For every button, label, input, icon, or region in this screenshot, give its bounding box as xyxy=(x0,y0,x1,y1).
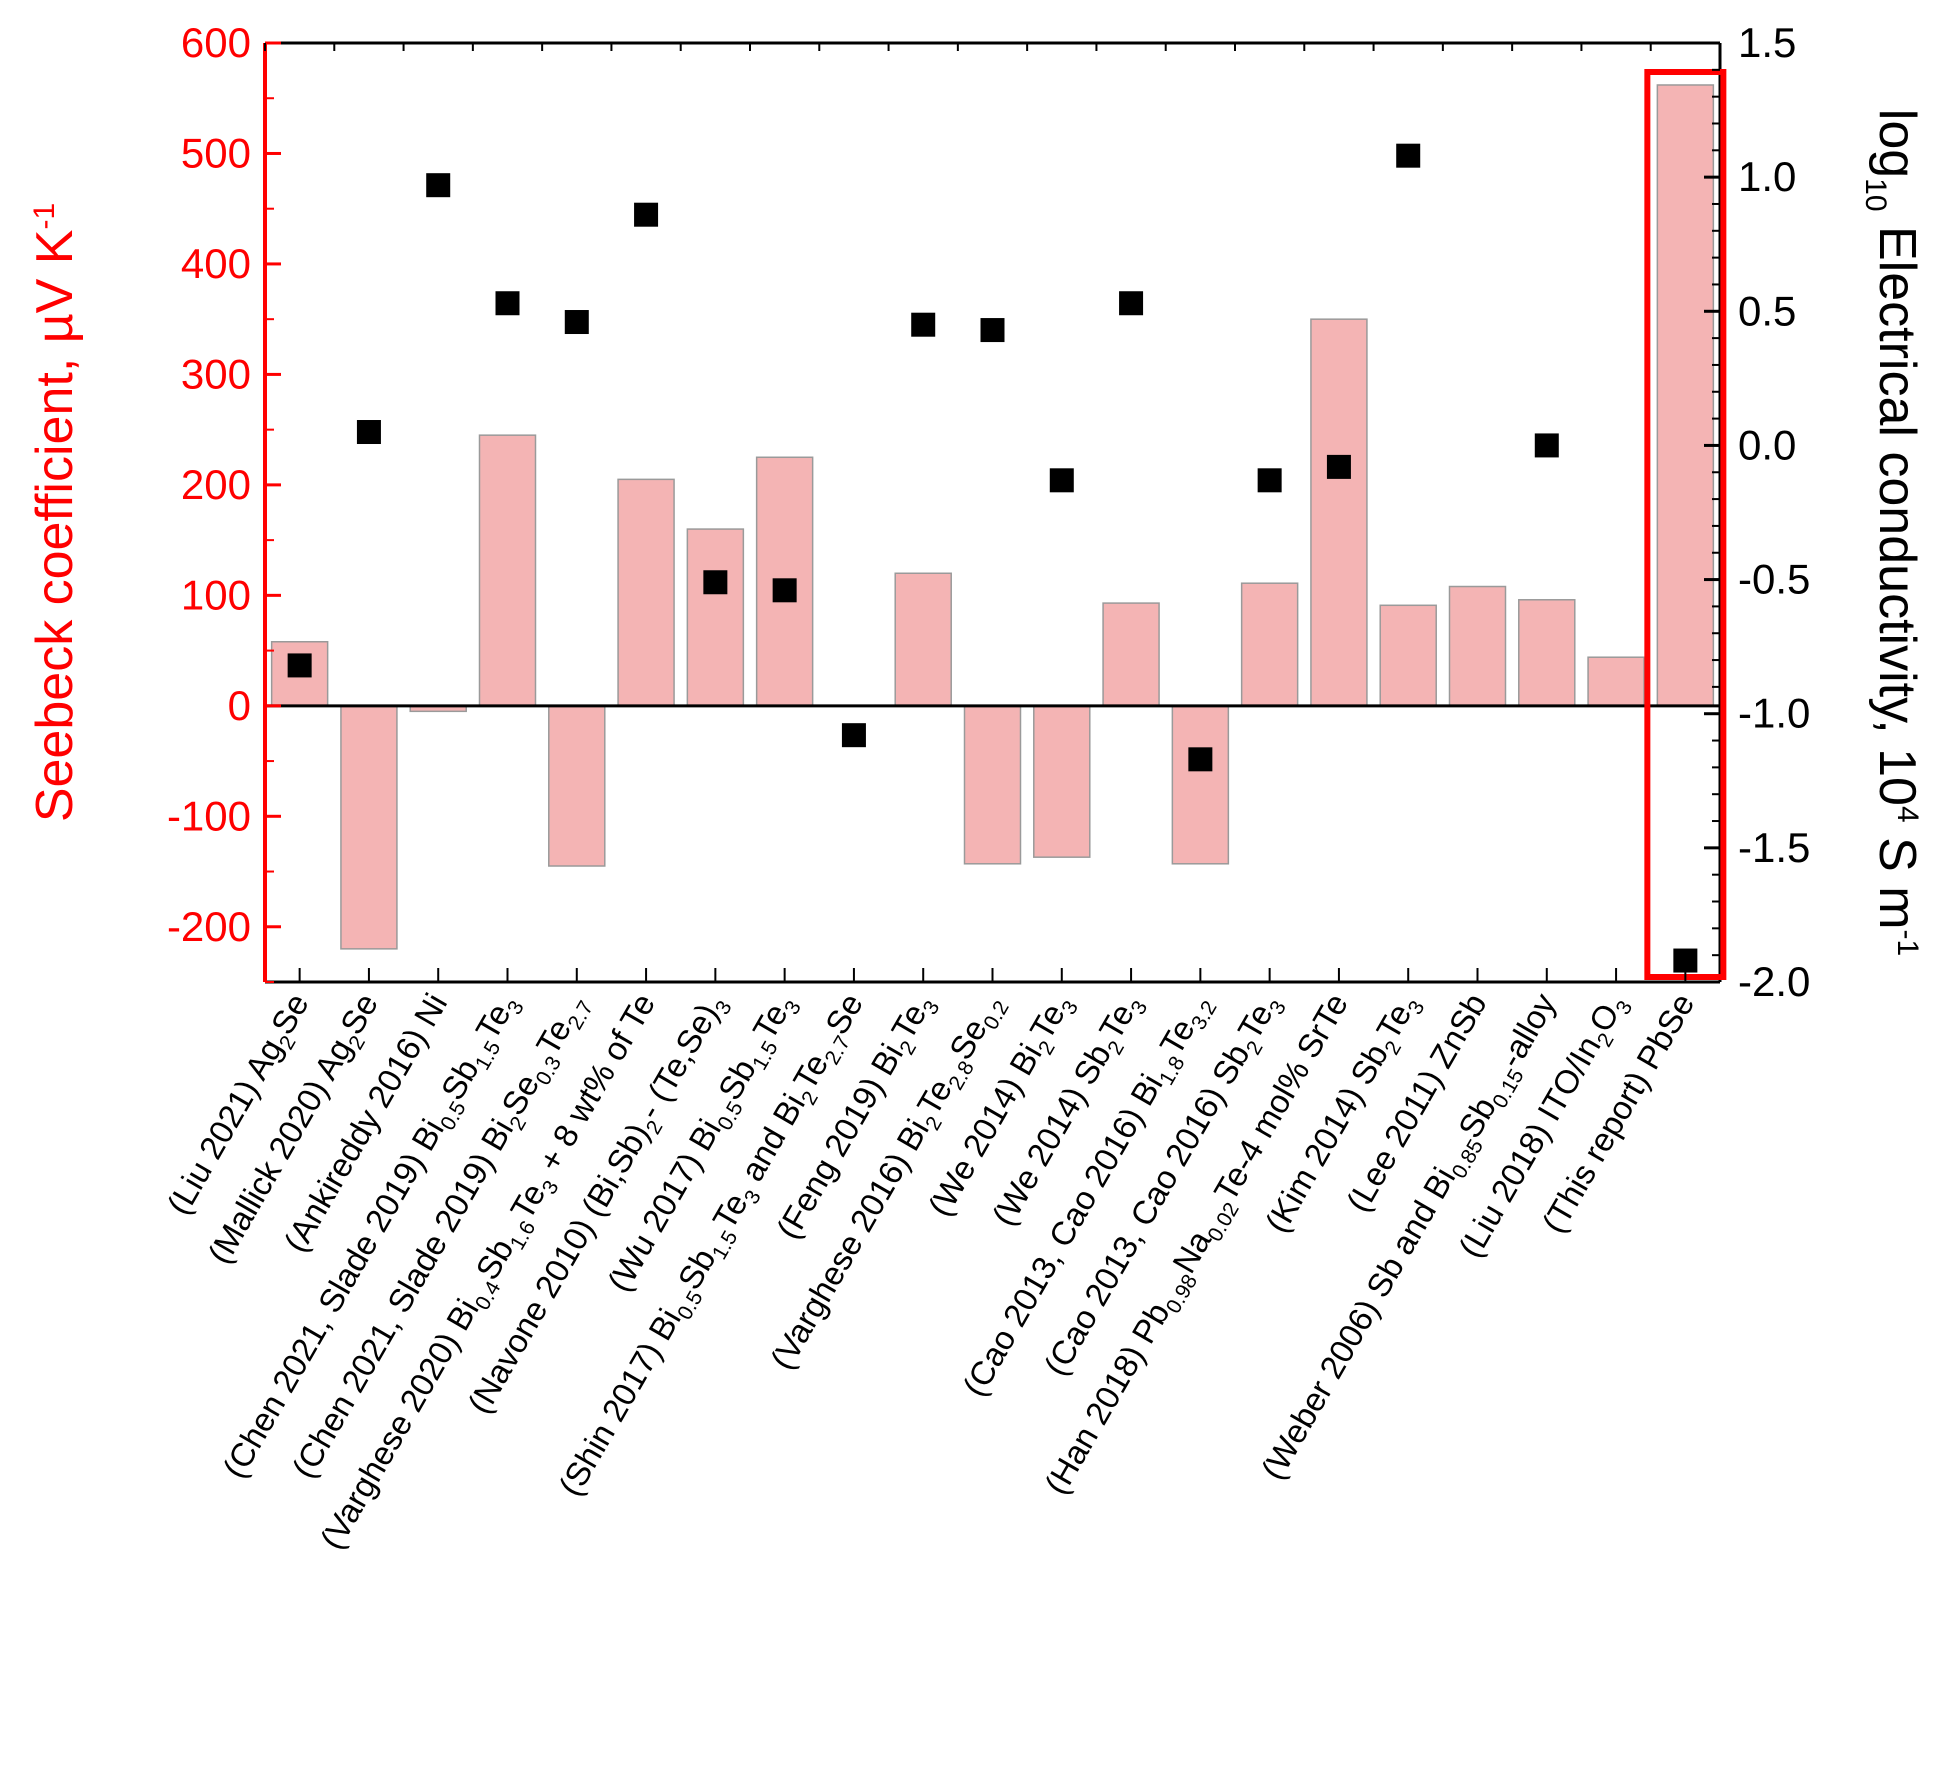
data-point-9 xyxy=(911,312,936,337)
left-tick-label-1: 500 xyxy=(181,129,251,176)
right-axis-title-log-sub: 10 xyxy=(1859,178,1892,211)
bar-12 xyxy=(1102,602,1160,707)
data-point-14 xyxy=(1257,468,1282,493)
left-tick-label-2: 400 xyxy=(181,240,251,287)
left-axis-title-main: Seebeck coefficient, µV K xyxy=(26,229,84,822)
category-label-part: -alloy xyxy=(1491,987,1563,1074)
bar-18 xyxy=(1518,599,1576,707)
data-point-15 xyxy=(1326,454,1351,479)
right-axis-title: log10 Electrical conductivity, 104 S m-1 xyxy=(1859,109,1926,956)
data-point-11 xyxy=(1049,468,1074,493)
right-tick-label-4: -0.5 xyxy=(1738,556,1810,603)
bar-13 xyxy=(1171,705,1230,865)
ticks-layer: 600 500 400 300 200 100 0 -100 -200 1.5 1.0 0.5 0.0 -… xyxy=(167,19,1810,1005)
data-point-2 xyxy=(426,173,451,198)
bar-19 xyxy=(1587,656,1645,707)
right-tick-label-7: -2.0 xyxy=(1738,958,1810,1005)
left-axis-title-sup: -1 xyxy=(28,203,61,230)
left-axis-title: Seebeck coefficient, µV K-1 xyxy=(26,203,84,822)
right-axis-title-sup1: 4 xyxy=(1891,806,1924,823)
left-tick-label-5: 100 xyxy=(181,571,251,618)
data-point-13 xyxy=(1188,747,1213,772)
left-tick-label-3: 300 xyxy=(181,350,251,397)
bar-4 xyxy=(548,705,606,867)
left-tick-label-8: -200 xyxy=(167,903,251,950)
bar-10 xyxy=(963,705,1022,865)
category-label-part: (Shin 2017) Bi xyxy=(551,1302,688,1502)
bar-6 xyxy=(686,528,745,707)
right-tick-label-6: -1.5 xyxy=(1738,824,1810,871)
bar-11 xyxy=(1033,705,1091,858)
right-tick-label-3: 0.0 xyxy=(1738,421,1796,468)
data-point-0 xyxy=(287,653,312,678)
data-point-6 xyxy=(703,570,728,595)
data-point-16 xyxy=(1396,143,1421,168)
left-tick-label-7: -100 xyxy=(167,792,251,839)
bars-layer xyxy=(270,84,1715,950)
bar-3 xyxy=(478,434,537,707)
right-axis-title-log: log xyxy=(1868,109,1926,178)
right-tick-label-1: 1.0 xyxy=(1738,153,1796,200)
bar-14 xyxy=(1240,582,1299,707)
data-point-7 xyxy=(772,578,797,603)
left-tick-label-0: 600 xyxy=(181,19,251,66)
bar-9 xyxy=(894,572,952,707)
right-axis-title-unit: S m xyxy=(1868,823,1926,930)
right-axis-title-sup2: -1 xyxy=(1891,930,1924,957)
data-point-5 xyxy=(634,202,659,227)
bar-5 xyxy=(617,478,675,707)
data-point-10 xyxy=(980,318,1005,343)
data-point-8 xyxy=(841,723,866,748)
left-tick-label-4: 200 xyxy=(181,461,251,508)
bar-16 xyxy=(1379,604,1437,707)
right-tick-label-0: 1.5 xyxy=(1738,19,1796,66)
points-layer xyxy=(287,143,1698,973)
bar-1 xyxy=(340,705,398,950)
right-tick-label-5: -1.0 xyxy=(1738,690,1810,737)
data-point-12 xyxy=(1119,291,1144,316)
category-label-part: Se xyxy=(333,987,385,1040)
category-label-part: Se xyxy=(818,987,870,1040)
bar-17 xyxy=(1448,585,1507,707)
right-tick-label-2: 0.5 xyxy=(1738,287,1796,334)
right-axis-title-main: Electrical conductivity, 10 xyxy=(1868,212,1926,806)
data-point-1 xyxy=(356,420,381,445)
data-point-4 xyxy=(564,310,589,335)
category-label-part: Se xyxy=(263,987,315,1040)
bar-15 xyxy=(1310,318,1368,707)
data-point-3 xyxy=(495,291,520,316)
data-point-18 xyxy=(1534,433,1559,458)
left-tick-label-6: 0 xyxy=(228,682,251,729)
bar-20 xyxy=(1656,84,1715,707)
